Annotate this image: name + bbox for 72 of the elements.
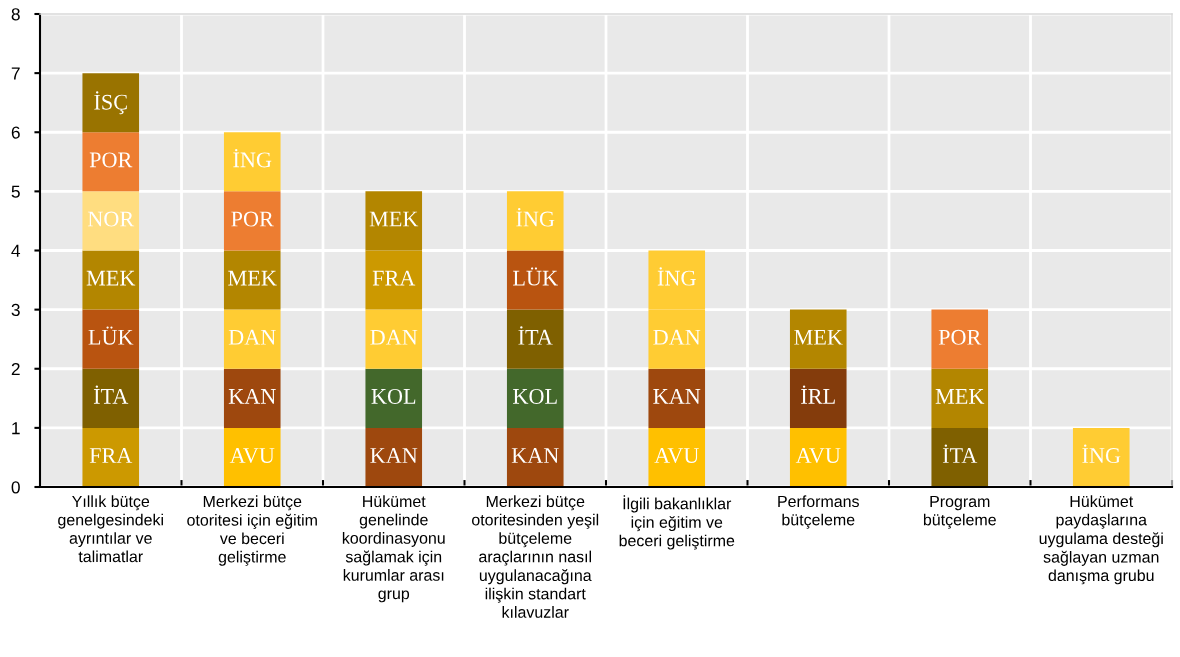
y-tick-label: 2 (11, 362, 20, 376)
bar (789, 427, 847, 487)
bar (506, 309, 564, 369)
bar (506, 368, 564, 428)
data-label: POR (89, 152, 133, 168)
data-label: İNG (1082, 444, 1121, 463)
bar (648, 368, 706, 428)
bar (365, 309, 423, 369)
data-label: MEK (794, 329, 843, 345)
data-label: DAN (370, 329, 418, 345)
data-label: DAN (228, 329, 276, 345)
x-tick-label: Program bütçeleme (923, 495, 996, 529)
bar (223, 250, 281, 310)
bar (82, 368, 140, 428)
data-label: İTA (518, 326, 553, 345)
data-label: FRA (372, 270, 416, 286)
bar (223, 368, 281, 428)
data-label: KAN (511, 448, 559, 463)
bar (82, 250, 140, 310)
data-label: MEK (86, 270, 136, 286)
data-label: DAN (653, 329, 701, 345)
data-label: KAN (228, 388, 276, 404)
data-label: KOL (371, 388, 416, 404)
bar (223, 309, 281, 369)
bar (82, 427, 140, 487)
x-tick-label: Merkezi bütçe otoritesi için eğitim ve beceri geliştirme (187, 495, 317, 566)
data-label: İRL (801, 385, 835, 404)
bar (506, 250, 564, 310)
bar (223, 427, 281, 487)
y-tick-label: 8 (11, 8, 20, 21)
bar (365, 250, 423, 310)
bar (82, 73, 140, 133)
bar (789, 368, 847, 428)
x-tick-label: Performans bütçeleme (778, 495, 859, 529)
y-tick-label: 3 (11, 303, 20, 317)
bar (82, 191, 140, 251)
data-label: POR (938, 329, 982, 345)
x-tick-label: İlgili bakanlıklar için eğitim ve beceri geliştirme (619, 495, 735, 550)
bar (365, 368, 423, 428)
y-tick-label: 0 (11, 481, 20, 494)
bar (648, 427, 706, 487)
data-label: İNG (657, 267, 696, 286)
data-label: İSÇ (94, 91, 127, 115)
data-label: NOR (87, 211, 135, 227)
y-tick-label: 1 (12, 422, 20, 435)
data-label: MEK (935, 389, 985, 404)
y-tick-label: 4 (11, 244, 21, 257)
data-label: İTA (93, 385, 129, 404)
x-tick-label: Merkezi bütçe otoritesinden yeşil bütçeleme araçlarının nasıl uygulanacağına ilişkin standart kılavuzlar (472, 495, 599, 618)
data-label: AVU (654, 448, 699, 464)
data-label: İTA (942, 444, 978, 463)
x-tick-label: Hükümet paydaşlarına uygulama desteği sağlayan uzman danışma grubu (1039, 495, 1163, 585)
y-tick-label: 5 (11, 185, 20, 198)
data-label: MEK (369, 211, 419, 227)
data-label: KOL (513, 388, 557, 404)
bar (931, 427, 989, 487)
data-label: KAN (653, 388, 701, 404)
data-label: LÜK (513, 267, 558, 286)
data-label: LÜK (88, 326, 134, 345)
data-label: MEK (228, 270, 277, 286)
data-label: İNG (516, 208, 555, 227)
x-tick-label: Hükümet genelinde koordinasyonu sağlamak için kurumlar arası grup (342, 495, 445, 603)
data-label: POR (231, 211, 274, 227)
x-tick-label: Yıllık bütçe genelgesindeki ayrıntılar ve talimatlar (58, 495, 163, 563)
data-label: İNG (233, 148, 272, 168)
data-label: FRA (89, 448, 133, 463)
y-tick-label: 6 (11, 126, 20, 139)
data-label: AVU (795, 448, 841, 464)
data-label: KAN (370, 448, 418, 463)
bar (82, 309, 140, 369)
y-tick-label: 7 (11, 67, 20, 80)
data-label: AVU (229, 448, 275, 464)
